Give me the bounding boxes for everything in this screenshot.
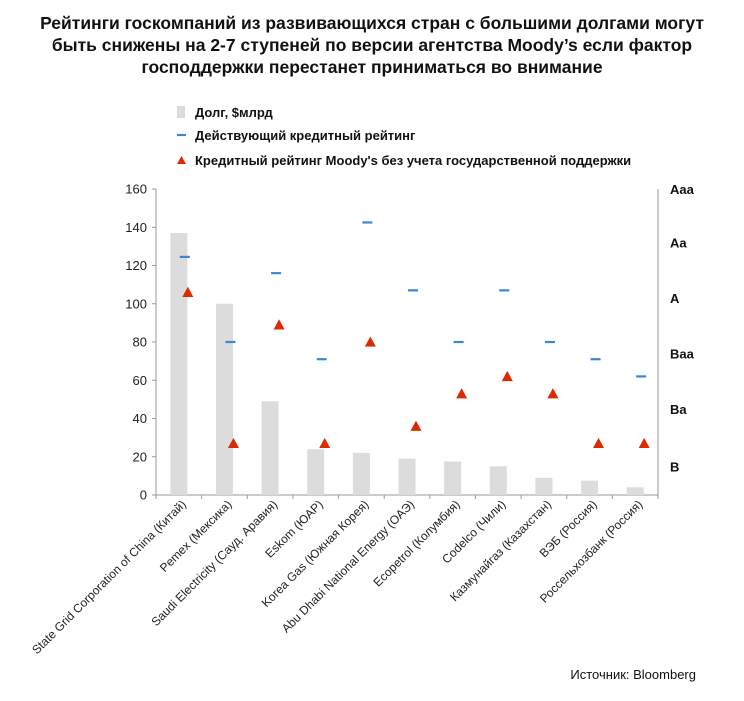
standalone-rating-mark <box>638 437 650 449</box>
standalone-rating-mark <box>364 336 376 347</box>
legend-label-current: Действующий кредитный рейтинг <box>195 128 416 143</box>
y-tick-label: 0 <box>140 488 147 503</box>
debt-bar <box>535 477 553 495</box>
y-tick-label: 60 <box>133 373 147 388</box>
y-tick-label: 40 <box>133 411 147 426</box>
standalone-rating-mark <box>456 388 468 399</box>
y-tick-label: 120 <box>125 258 147 273</box>
bars <box>170 232 644 496</box>
debt-bar <box>444 461 462 495</box>
standalone-rating-mark <box>593 437 605 449</box>
standalone-rating-mark <box>227 437 239 449</box>
axes: 0 20 40 60 80 100 120 140 160 Aaa Aa A Baa Ba B <box>125 182 694 503</box>
debt-bar <box>398 458 416 495</box>
standalone-rating-mark <box>182 286 194 297</box>
standalone-rating-mark <box>273 319 285 330</box>
legend-swatch-bar <box>177 106 185 118</box>
rating-axis-label: Ba <box>670 402 687 417</box>
legend-label-standalone: Кредитный рейтинг Moody's без учета госу… <box>195 153 631 168</box>
category-label: State Grid Corporation of China (Китай) <box>29 497 189 657</box>
rating-axis-label: B <box>670 459 679 474</box>
debt-bar <box>581 480 599 495</box>
debt-bar <box>307 449 325 495</box>
debt-bar <box>261 401 279 495</box>
y-tick-label: 160 <box>125 182 147 197</box>
debt-bar <box>170 232 188 496</box>
category-label: Ecopetrol (Колумбия) <box>370 497 462 589</box>
legend-swatch-triangle <box>177 156 186 164</box>
debt-bar <box>215 303 233 495</box>
debt-bar <box>626 487 644 495</box>
rating-axis-label: Aa <box>670 236 687 251</box>
marks <box>179 221 650 449</box>
standalone-rating-mark <box>547 388 559 399</box>
debt-bar <box>489 466 507 495</box>
legend-label-debt: Долг, $млрд <box>195 105 274 120</box>
y-tick-label: 100 <box>125 296 147 311</box>
chart-title: Рейтинги госкомпаний из развивающихся ст… <box>40 13 704 77</box>
rating-axis-label: Baa <box>670 346 695 361</box>
legend: Долг, $млрд Действующий кредитный рейтинг… <box>177 105 631 168</box>
standalone-rating-mark <box>501 370 513 382</box>
y-tick-label: 80 <box>133 335 147 350</box>
standalone-rating-mark <box>319 437 331 449</box>
y-tick-label: 140 <box>125 220 147 235</box>
standalone-rating-mark <box>410 420 422 431</box>
source-note: Источник: Bloomberg <box>570 667 696 682</box>
rating-axis-label: Aaa <box>670 182 695 197</box>
rating-axis-label: A <box>670 291 680 306</box>
labels: State Grid Corporation of China (Китай)P… <box>29 497 645 657</box>
y-tick-label: 20 <box>133 449 147 464</box>
debt-bar <box>352 452 370 495</box>
